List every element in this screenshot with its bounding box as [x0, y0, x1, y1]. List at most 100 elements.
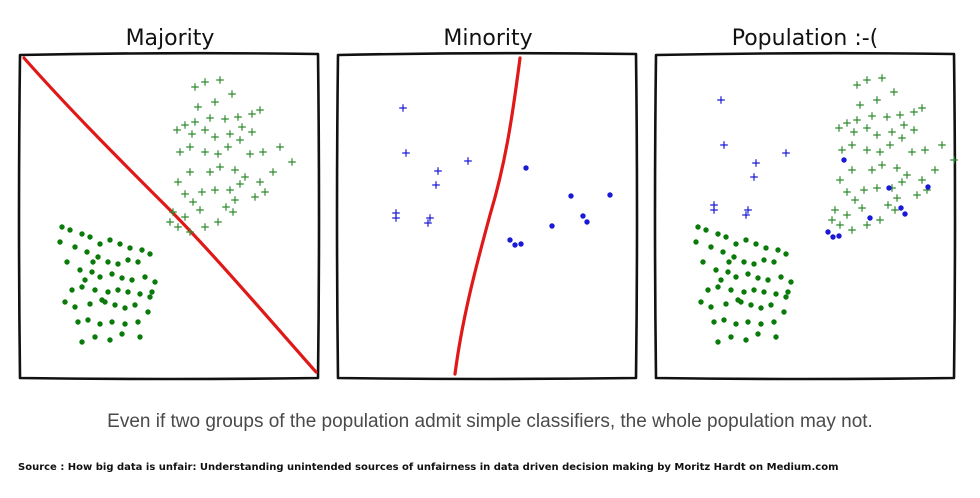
dot-marker [102, 299, 108, 305]
dot-marker [761, 289, 767, 295]
plus-marker [251, 193, 259, 201]
dot-marker [82, 277, 88, 283]
dot-marker [715, 284, 721, 290]
figure [17, 51, 958, 381]
plus-marker [214, 150, 222, 158]
plus-marker [206, 114, 214, 122]
plus-marker [868, 166, 876, 174]
dot-marker [132, 302, 138, 308]
dot-marker [112, 302, 118, 308]
plus-marker [181, 213, 189, 221]
plus-marker [898, 178, 906, 186]
plus-marker [835, 124, 843, 132]
dot-marker [725, 269, 731, 275]
dot-marker [741, 259, 747, 265]
dot-marker [137, 334, 143, 340]
plus-marker [863, 146, 871, 154]
dot-marker [84, 249, 90, 255]
dot-marker [57, 239, 63, 245]
plus-marker [918, 176, 926, 184]
plus-marker [189, 198, 197, 206]
plus-marker [921, 146, 929, 154]
dot-marker [733, 321, 739, 327]
dot-marker [87, 234, 93, 240]
plus-marker [910, 126, 918, 134]
dot-marker [778, 274, 784, 280]
dot-marker [109, 271, 115, 277]
plus-marker [873, 131, 881, 139]
plus-marker [214, 218, 222, 226]
plus-marker [174, 223, 182, 231]
plus-marker [856, 101, 864, 109]
dot-marker [125, 257, 131, 263]
plus-marker [910, 108, 918, 116]
dot-marker [105, 289, 111, 295]
dot-marker [107, 237, 113, 243]
dot-marker [568, 193, 574, 199]
plus-marker [863, 124, 871, 132]
plus-marker [169, 208, 177, 216]
plus-marker [216, 76, 224, 84]
dot-marker [109, 319, 115, 325]
dot-marker [723, 234, 729, 240]
plus-marker [226, 186, 234, 194]
plus-marker [248, 110, 256, 118]
plus-marker [226, 130, 234, 138]
plus-marker [744, 206, 752, 214]
plus-marker [222, 203, 230, 211]
plus-marker [850, 128, 858, 136]
dot-marker [698, 299, 704, 305]
plus-marker [898, 134, 906, 142]
plus-marker [464, 157, 472, 165]
plus-marker [896, 111, 904, 119]
plus-marker [166, 218, 174, 226]
panel-frame [335, 51, 639, 381]
plus-marker [863, 76, 871, 84]
plus-marker [191, 118, 199, 126]
dot-marker [122, 321, 128, 327]
plus-marker [188, 130, 196, 138]
dot-marker [115, 287, 121, 293]
dot-marker [721, 317, 727, 323]
plus-marker [211, 186, 219, 194]
dot-marker [107, 337, 113, 343]
plus-marker [858, 204, 866, 212]
plus-marker [201, 126, 209, 134]
plus-marker [782, 149, 790, 157]
plus-marker [216, 163, 224, 171]
plus-marker [938, 141, 946, 149]
dot-marker [69, 287, 75, 293]
plus-marker [432, 181, 440, 189]
panel-majority [17, 51, 321, 381]
dot-marker [773, 334, 779, 340]
dot-marker [726, 259, 732, 265]
panel-title-majority: Majority [125, 26, 215, 51]
plus-marker [236, 136, 244, 144]
dot-marker [127, 245, 133, 251]
dot-marker [580, 213, 586, 219]
dot-marker [781, 309, 787, 315]
plus-marker [434, 167, 442, 175]
dot-marker [89, 269, 95, 275]
plus-marker [853, 81, 861, 89]
dot-marker [711, 319, 717, 325]
plus-marker [742, 211, 750, 219]
dot-marker [902, 211, 908, 217]
dot-marker [703, 227, 709, 233]
plus-marker [276, 143, 284, 151]
plus-marker [890, 88, 898, 96]
dot-marker [783, 294, 789, 300]
dot-marker [512, 242, 518, 248]
plus-marker [884, 201, 892, 209]
plus-marker [720, 141, 728, 149]
caption: Even if two groups of the population adm… [107, 411, 873, 432]
plus-marker [836, 221, 844, 229]
panel-title-population: Population :-( [731, 26, 879, 51]
plus-marker [201, 78, 209, 86]
plus-marker [196, 206, 204, 214]
dot-marker [115, 261, 121, 267]
dot-marker [731, 254, 737, 260]
dot-marker [733, 274, 739, 280]
dot-marker [105, 259, 111, 265]
dot-marker [751, 287, 757, 293]
